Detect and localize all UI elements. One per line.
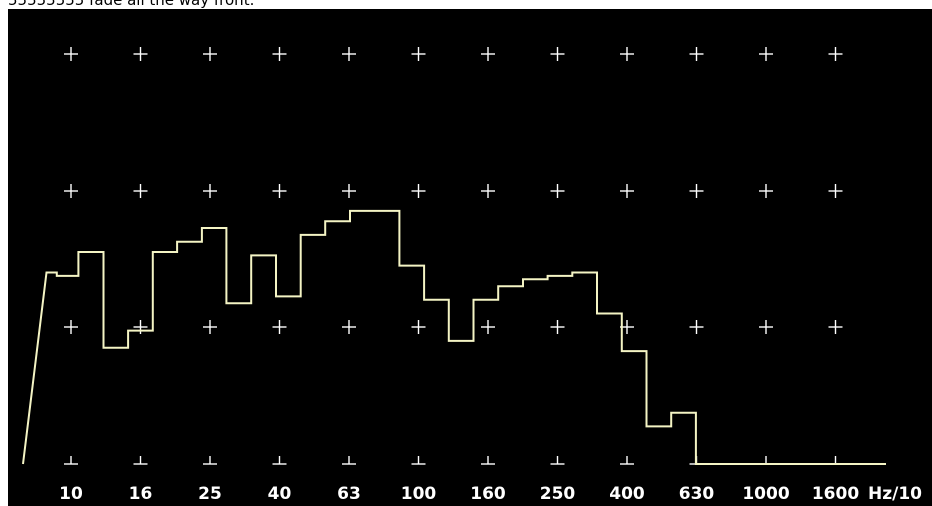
x-tick-label: 63 xyxy=(337,484,361,504)
x-tick-label: 25 xyxy=(198,484,222,504)
x-tick-label: 160 xyxy=(470,484,506,504)
caption-text: 55555555 fade all the way front. xyxy=(8,0,255,9)
x-tick-label: 100 xyxy=(401,484,437,504)
x-tick-label: 40 xyxy=(268,484,292,504)
spectrum-trace xyxy=(22,209,886,465)
x-tick-label: 630 xyxy=(679,484,715,504)
x-unit-label: Hz/10 xyxy=(868,484,922,504)
spectrum-chart: 10 16 25 40 63 100 160 250 400 630 1000 1600 Hz/10 xyxy=(8,9,932,506)
x-tick-label: 400 xyxy=(609,484,645,504)
plot-background xyxy=(8,9,932,506)
x-tick-label: 10 xyxy=(59,484,83,504)
x-tick-label: 1000 xyxy=(742,484,789,504)
x-tick-labels: 10 16 25 40 63 100 160 250 400 630 1000 1600 xyxy=(59,484,859,504)
x-tick-label: 16 xyxy=(129,484,153,504)
grid-markers xyxy=(64,47,843,465)
x-tick-label: 1600 xyxy=(812,484,859,504)
x-tick-label: 250 xyxy=(540,484,576,504)
